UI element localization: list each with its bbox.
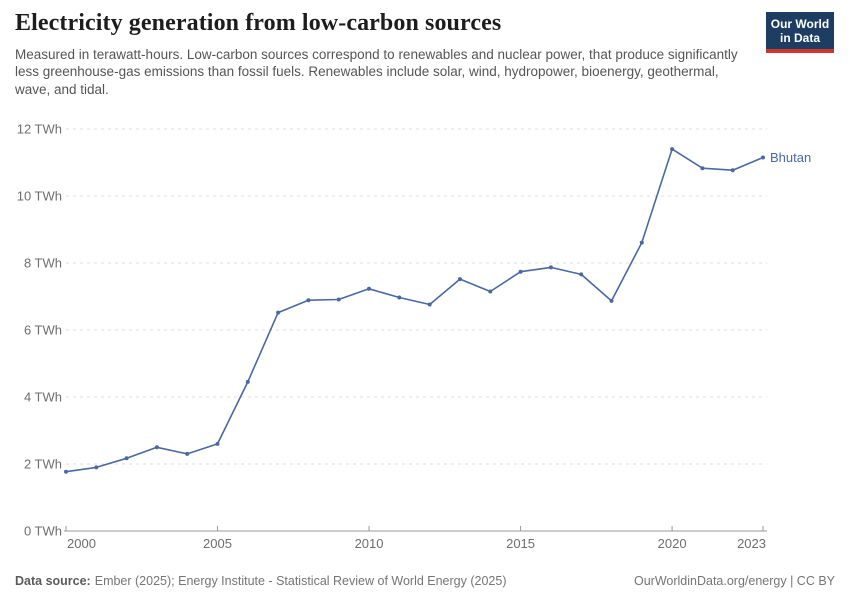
data-point xyxy=(427,302,432,307)
data-point xyxy=(488,289,493,294)
y-tick-label: 10 TWh xyxy=(17,189,62,204)
chart-canvas: 0 TWh 2 TWh 4 TWh 6 TWh 8 TWh 10 TWh 12 TWh 200… xyxy=(17,122,811,552)
data-point xyxy=(245,379,250,384)
y-tick-label: 2 TWh xyxy=(24,457,62,472)
y-tick-label: 8 TWh xyxy=(24,256,62,271)
chart-footer: Data source: Ember (2025); Energy Institu… xyxy=(15,574,835,588)
data-point xyxy=(367,286,371,291)
x-tick-label: 2015 xyxy=(506,536,535,551)
data-line xyxy=(65,148,764,473)
x-tick-label: 2000 xyxy=(67,536,96,551)
data-point xyxy=(64,469,68,474)
x-tick-label: 2023 xyxy=(737,536,766,551)
y-tick-label: 12 TWh xyxy=(17,122,62,137)
data-point xyxy=(761,155,765,160)
y-tick-label: 6 TWh xyxy=(24,323,62,338)
data-point xyxy=(639,240,644,245)
data-point xyxy=(700,166,705,171)
series-label: Bhutan xyxy=(770,150,811,165)
owid-logo[interactable]: Our World in Data xyxy=(766,12,834,53)
data-point xyxy=(215,441,220,446)
logo-line1: Our World xyxy=(770,17,830,31)
x-tick-label: 2020 xyxy=(658,536,687,551)
data-point xyxy=(94,465,99,470)
data-point xyxy=(306,298,311,303)
data-point xyxy=(458,277,462,282)
data-point xyxy=(185,451,190,456)
footer-link[interactable]: OurWorldinData.org/energy | CC BY xyxy=(633,574,835,588)
chart-subtitle: Measured in terawatt-hours. Low-carbon s… xyxy=(15,47,738,97)
datasource-label: Data source: xyxy=(15,574,91,588)
page-title: Electricity generation from low-carbon s… xyxy=(15,10,502,36)
data-point xyxy=(730,168,735,173)
data-point xyxy=(579,272,584,277)
chart-header: Electricity generation from low-carbon s… xyxy=(15,10,760,98)
datasource-text: Ember (2025); Energy Institute - Statist… xyxy=(94,574,507,588)
data-point xyxy=(124,456,129,461)
data-point xyxy=(276,310,281,315)
data-point xyxy=(609,298,614,303)
y-tick-label: 0 TWh xyxy=(24,524,62,539)
data-point xyxy=(154,445,159,450)
logo-line2: in Data xyxy=(779,31,820,45)
x-tick-label: 2010 xyxy=(355,536,384,551)
data-point xyxy=(548,265,553,270)
data-point xyxy=(397,295,402,300)
x-tick-label: 2005 xyxy=(203,536,232,551)
data-point xyxy=(518,269,523,274)
y-tick-label: 4 TWh xyxy=(24,390,62,405)
footer-datasource: Data source: Ember (2025); Energy Institu… xyxy=(15,574,506,588)
data-point xyxy=(670,147,675,152)
data-point xyxy=(336,297,341,302)
